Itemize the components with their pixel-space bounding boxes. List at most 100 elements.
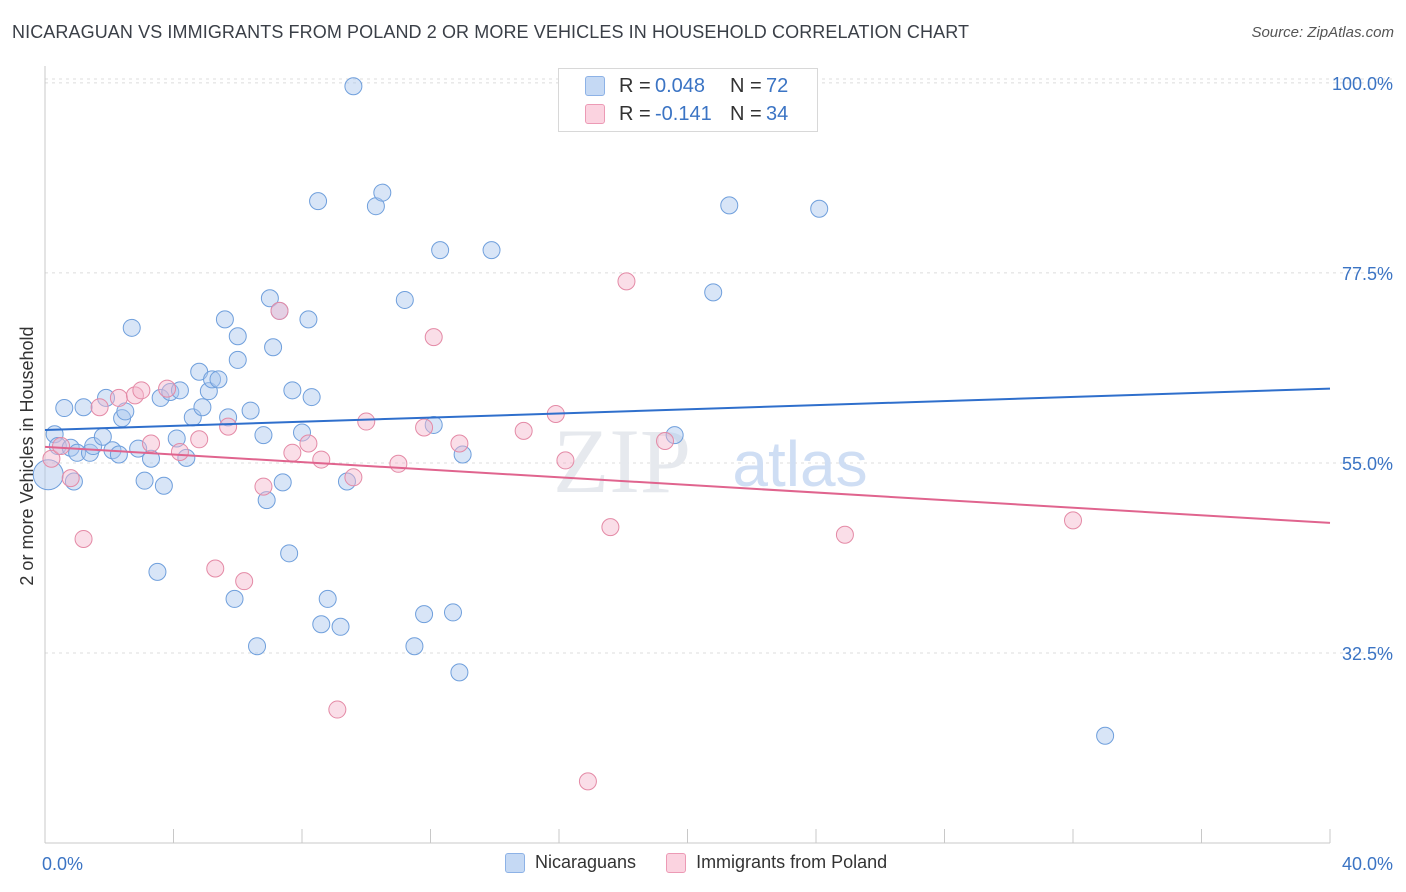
- legend-item-poland[interactable]: Immigrants from Poland: [666, 852, 887, 873]
- point-nicaraguans[interactable]: [416, 606, 433, 623]
- scatter-chart: ZIP atlas 100.0% 77.5% 55.0% 32.5% 0.0% 40.0%…: [0, 0, 1406, 892]
- point-poland[interactable]: [1065, 512, 1082, 529]
- legend-swatch-poland: [666, 853, 686, 873]
- point-nicaraguans[interactable]: [406, 638, 423, 655]
- point-poland[interactable]: [191, 431, 208, 448]
- point-poland[interactable]: [207, 560, 224, 577]
- point-poland[interactable]: [300, 435, 317, 452]
- point-poland[interactable]: [236, 573, 253, 590]
- point-nicaraguans[interactable]: [332, 618, 349, 635]
- point-nicaraguans[interactable]: [396, 291, 413, 308]
- legend-r-label: R =: [619, 103, 655, 126]
- legend-label-poland: Immigrants from Poland: [696, 852, 887, 873]
- point-poland[interactable]: [557, 452, 574, 469]
- point-poland[interactable]: [425, 329, 442, 346]
- y-axis-label: 2 or more Vehicles in Household: [17, 326, 37, 585]
- legend-swatch-nicaraguans: [585, 76, 605, 96]
- point-poland[interactable]: [171, 443, 188, 460]
- point-nicaraguans[interactable]: [255, 427, 272, 444]
- point-poland[interactable]: [451, 435, 468, 452]
- point-nicaraguans[interactable]: [110, 446, 127, 463]
- point-nicaraguans[interactable]: [242, 402, 259, 419]
- point-nicaraguans[interactable]: [432, 242, 449, 259]
- point-nicaraguans[interactable]: [155, 477, 172, 494]
- point-poland[interactable]: [133, 382, 150, 399]
- point-poland[interactable]: [515, 422, 532, 439]
- point-nicaraguans[interactable]: [229, 351, 246, 368]
- legend-r-value: -0.141: [655, 103, 730, 126]
- legend-swatch-poland: [585, 104, 605, 124]
- point-poland[interactable]: [143, 435, 160, 452]
- point-nicaraguans[interactable]: [281, 545, 298, 562]
- point-nicaraguans[interactable]: [300, 311, 317, 328]
- point-nicaraguans[interactable]: [303, 389, 320, 406]
- point-nicaraguans[interactable]: [374, 184, 391, 201]
- point-nicaraguans[interactable]: [319, 590, 336, 607]
- legend-n-value: 34: [766, 103, 788, 126]
- point-nicaraguans[interactable]: [136, 472, 153, 489]
- point-poland[interactable]: [53, 438, 70, 455]
- legend-swatch-nicaraguans: [505, 853, 525, 873]
- gridlines: [45, 79, 1395, 653]
- point-poland[interactable]: [110, 389, 127, 406]
- legend-n-label: N =: [730, 103, 766, 126]
- point-nicaraguans[interactable]: [56, 400, 73, 417]
- series-legend: Nicaraguans Immigrants from Poland: [505, 852, 917, 873]
- legend-row-nicaraguans: R = 0.048 N = 72: [587, 73, 788, 99]
- point-poland[interactable]: [284, 444, 301, 461]
- legend-label-nicaraguans: Nicaraguans: [535, 852, 636, 873]
- point-nicaraguans[interactable]: [284, 382, 301, 399]
- watermark: ZIP atlas: [553, 410, 868, 512]
- point-poland[interactable]: [657, 432, 674, 449]
- y-tick-label: 32.5%: [1342, 644, 1393, 664]
- point-poland[interactable]: [579, 773, 596, 790]
- point-nicaraguans[interactable]: [705, 284, 722, 301]
- point-nicaraguans[interactable]: [444, 604, 461, 621]
- point-poland[interactable]: [345, 469, 362, 486]
- point-poland[interactable]: [618, 273, 635, 290]
- point-nicaraguans[interactable]: [313, 616, 330, 633]
- point-nicaraguans[interactable]: [226, 590, 243, 607]
- point-poland[interactable]: [75, 530, 92, 547]
- point-nicaraguans[interactable]: [451, 664, 468, 681]
- point-nicaraguans[interactable]: [75, 399, 92, 416]
- point-nicaraguans[interactable]: [216, 311, 233, 328]
- point-poland[interactable]: [602, 519, 619, 536]
- point-nicaraguans[interactable]: [811, 200, 828, 217]
- point-nicaraguans[interactable]: [483, 242, 500, 259]
- point-nicaraguans[interactable]: [229, 328, 246, 345]
- point-poland[interactable]: [416, 419, 433, 436]
- point-nicaraguans[interactable]: [194, 399, 211, 416]
- point-poland[interactable]: [329, 701, 346, 718]
- point-nicaraguans[interactable]: [721, 197, 738, 214]
- point-poland[interactable]: [358, 413, 375, 430]
- y-tick-label: 55.0%: [1342, 454, 1393, 474]
- x-tick-label: 0.0%: [42, 854, 83, 874]
- point-poland[interactable]: [220, 418, 237, 435]
- legend-n-label: N =: [730, 75, 766, 98]
- point-nicaraguans[interactable]: [310, 193, 327, 210]
- x-tick-label: 40.0%: [1342, 854, 1393, 874]
- point-poland[interactable]: [159, 380, 176, 397]
- point-nicaraguans[interactable]: [265, 339, 282, 356]
- point-poland[interactable]: [255, 478, 272, 495]
- point-nicaraguans[interactable]: [249, 638, 266, 655]
- point-poland[interactable]: [390, 455, 407, 472]
- legend-row-poland: R = -0.141 N = 34: [587, 101, 788, 127]
- point-nicaraguans[interactable]: [345, 78, 362, 95]
- point-nicaraguans[interactable]: [1097, 727, 1114, 744]
- y-tick-label: 100.0%: [1332, 74, 1393, 94]
- tick-labels: 100.0% 77.5% 55.0% 32.5% 0.0% 40.0%: [42, 74, 1393, 874]
- point-nicaraguans[interactable]: [274, 474, 291, 491]
- point-nicaraguans[interactable]: [210, 371, 227, 388]
- point-nicaraguans[interactable]: [149, 563, 166, 580]
- point-nicaraguans[interactable]: [123, 319, 140, 336]
- point-poland[interactable]: [271, 302, 288, 319]
- point-poland[interactable]: [91, 399, 108, 416]
- point-poland[interactable]: [62, 470, 79, 487]
- legend-item-nicaraguans[interactable]: Nicaraguans: [505, 852, 636, 873]
- y-tick-label: 77.5%: [1342, 264, 1393, 284]
- legend-r-label: R =: [619, 75, 655, 98]
- point-poland[interactable]: [836, 526, 853, 543]
- point-poland[interactable]: [313, 451, 330, 468]
